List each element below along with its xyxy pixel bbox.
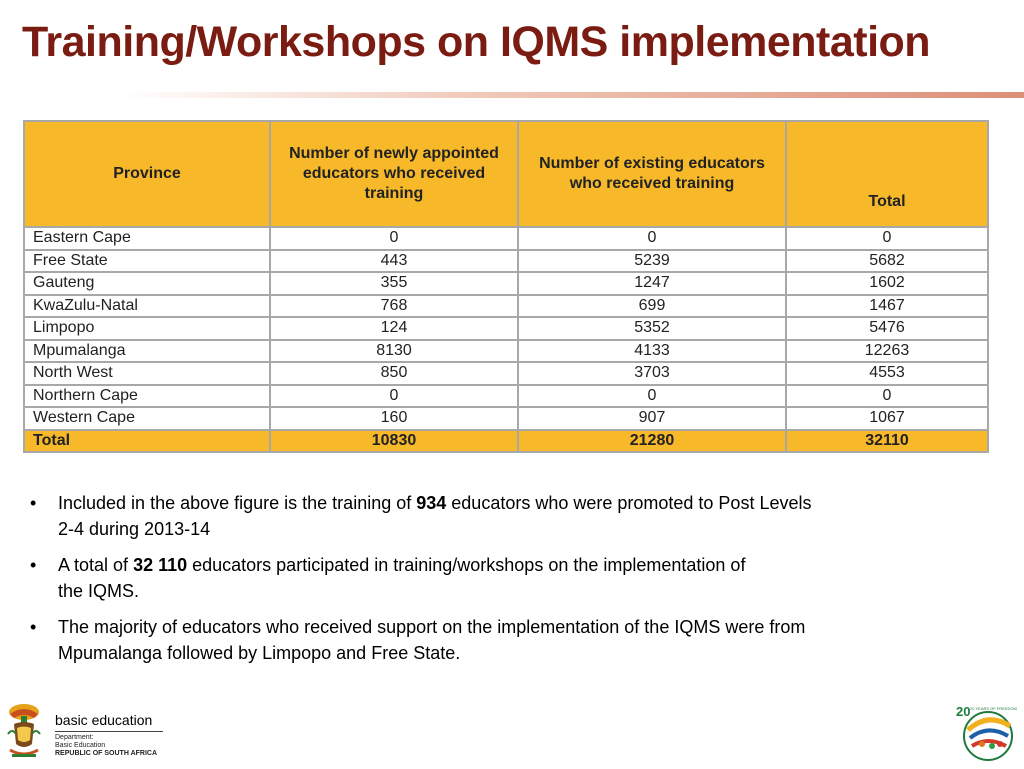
cell-newly: 768 [269, 293, 519, 318]
cell-existing: 1247 [517, 271, 787, 296]
twenty-years-freedom-icon: 20 20 YEARS OF FREEDOM [956, 704, 1017, 761]
department-lines: Department: Basic Education REPUBLIC OF … [55, 734, 157, 758]
cell-total: 4553 [785, 361, 989, 386]
cell-newly: 443 [269, 248, 519, 273]
training-table: Province Number of newly appointed educa… [23, 120, 989, 453]
cell-province: North West [23, 361, 271, 386]
bullet-dot: • [30, 555, 37, 575]
table-row: Gauteng 355 1247 1602 [23, 271, 989, 296]
cell-total: 0 [785, 226, 989, 251]
table-row: Limpopo 124 5352 5476 [23, 316, 989, 341]
header-total: Total [785, 120, 989, 228]
bullet-list: • Included in the above figure is the tra… [30, 490, 1015, 676]
cell-existing: 4133 [517, 338, 787, 363]
cell-province: Eastern Cape [23, 226, 271, 251]
table-row: North West 850 3703 4553 [23, 361, 989, 386]
cell-newly: 8130 [269, 338, 519, 363]
brand-divider [55, 731, 163, 732]
department-logo: basic education Department: Basic Educat… [0, 700, 175, 768]
table-row: KwaZulu-Natal 768 699 1467 [23, 293, 989, 318]
training-table-container: Province Number of newly appointed educa… [23, 120, 989, 453]
table-row: Free State 443 5239 5682 [23, 248, 989, 273]
cell-newly: 850 [269, 361, 519, 386]
cell-existing: 0 [517, 226, 787, 251]
cell-newly: 0 [269, 226, 519, 251]
header-existing: Number of existing educators who receive… [517, 120, 787, 228]
bullet-dot: • [30, 617, 37, 637]
header-province: Province [23, 120, 271, 228]
cell-newly: 160 [269, 406, 519, 431]
bullet-text-line2: the IQMS. [58, 581, 140, 601]
cell-grand-total: 32110 [785, 428, 989, 453]
cell-total: 5682 [785, 248, 989, 273]
bullet-highlight: 934 [416, 493, 447, 513]
cell-total: 1067 [785, 406, 989, 431]
cell-newly: 124 [269, 316, 519, 341]
bullet-item: • Included in the above figure is the tra… [30, 490, 1015, 542]
cell-province: Gauteng [23, 271, 271, 296]
cell-total-newly: 10830 [269, 428, 519, 453]
bullet-item: • A total of 32 110 educators participate… [30, 552, 1015, 604]
cell-total: 0 [785, 383, 989, 408]
dept-line-3: REPUBLIC OF SOUTH AFRICA [55, 750, 158, 757]
brand-name: basic education [55, 712, 153, 728]
dept-line-1: Department: [55, 734, 94, 741]
cell-existing: 3703 [517, 361, 787, 386]
table-header-row: Province Number of newly appointed educa… [23, 120, 989, 228]
cell-existing: 699 [517, 293, 787, 318]
cell-existing: 0 [517, 383, 787, 408]
bullet-item: • The majority of educators who received … [30, 614, 1015, 666]
cell-total-label: Total [23, 428, 271, 453]
table-row: Eastern Cape 0 0 0 [23, 226, 989, 251]
cell-total: 5476 [785, 316, 989, 341]
cell-existing: 5239 [517, 248, 787, 273]
anniversary-number: 20 [956, 704, 970, 719]
cell-total-existing: 21280 [517, 428, 787, 453]
cell-newly: 355 [269, 271, 519, 296]
header-province-label: Province [113, 165, 181, 182]
bullet-highlight: 32 110 [133, 555, 188, 575]
cell-province: Limpopo [23, 316, 271, 341]
bullet-text: A total of [58, 555, 134, 575]
cell-province: Northern Cape [23, 383, 271, 408]
freedom-anniversary-logo: 20 20 YEARS OF FREEDOM [954, 700, 1018, 764]
header-newly-appointed-label: Number of newly appointed educators who … [289, 145, 499, 202]
title-divider [120, 92, 1024, 98]
cell-total: 1602 [785, 271, 989, 296]
coat-of-arms-icon [7, 704, 41, 757]
cell-total: 1467 [785, 293, 989, 318]
cell-province: Free State [23, 248, 271, 273]
cell-newly: 0 [269, 383, 519, 408]
bullet-text-line2: 2-4 during 2013-14 [58, 519, 211, 539]
bullet-dot: • [30, 493, 37, 513]
table-row: Northern Cape 0 0 0 [23, 383, 989, 408]
bullet-text: Included in the above figure is the trai… [58, 493, 417, 513]
bullet-text-cont: educators participated in training/works… [187, 555, 746, 575]
header-total-label: Total [868, 193, 906, 210]
header-newly-appointed: Number of newly appointed educators who … [269, 120, 519, 228]
cell-total: 12263 [785, 338, 989, 363]
slide-title: Training/Workshops on IQMS implementatio… [22, 18, 931, 66]
table-total-row: Total 10830 21280 32110 [23, 428, 989, 453]
cell-province: KwaZulu-Natal [23, 293, 271, 318]
dept-line-2: Basic Education [55, 742, 106, 749]
anniversary-caption: 20 YEARS OF FREEDOM [970, 706, 1017, 711]
header-existing-label: Number of existing educators who receive… [539, 155, 765, 192]
cell-province: Western Cape [23, 406, 271, 431]
bullet-text: The majority of educators who received s… [58, 617, 806, 637]
table-row: Mpumalanga 8130 4133 12263 [23, 338, 989, 363]
bullet-text-line2: Mpumalanga followed by Limpopo and Free … [58, 643, 461, 663]
cell-province: Mpumalanga [23, 338, 271, 363]
table-row: Western Cape 160 907 1067 [23, 406, 989, 431]
bullet-text-cont: educators who were promoted to Post Leve… [446, 493, 812, 513]
cell-existing: 5352 [517, 316, 787, 341]
cell-existing: 907 [517, 406, 787, 431]
